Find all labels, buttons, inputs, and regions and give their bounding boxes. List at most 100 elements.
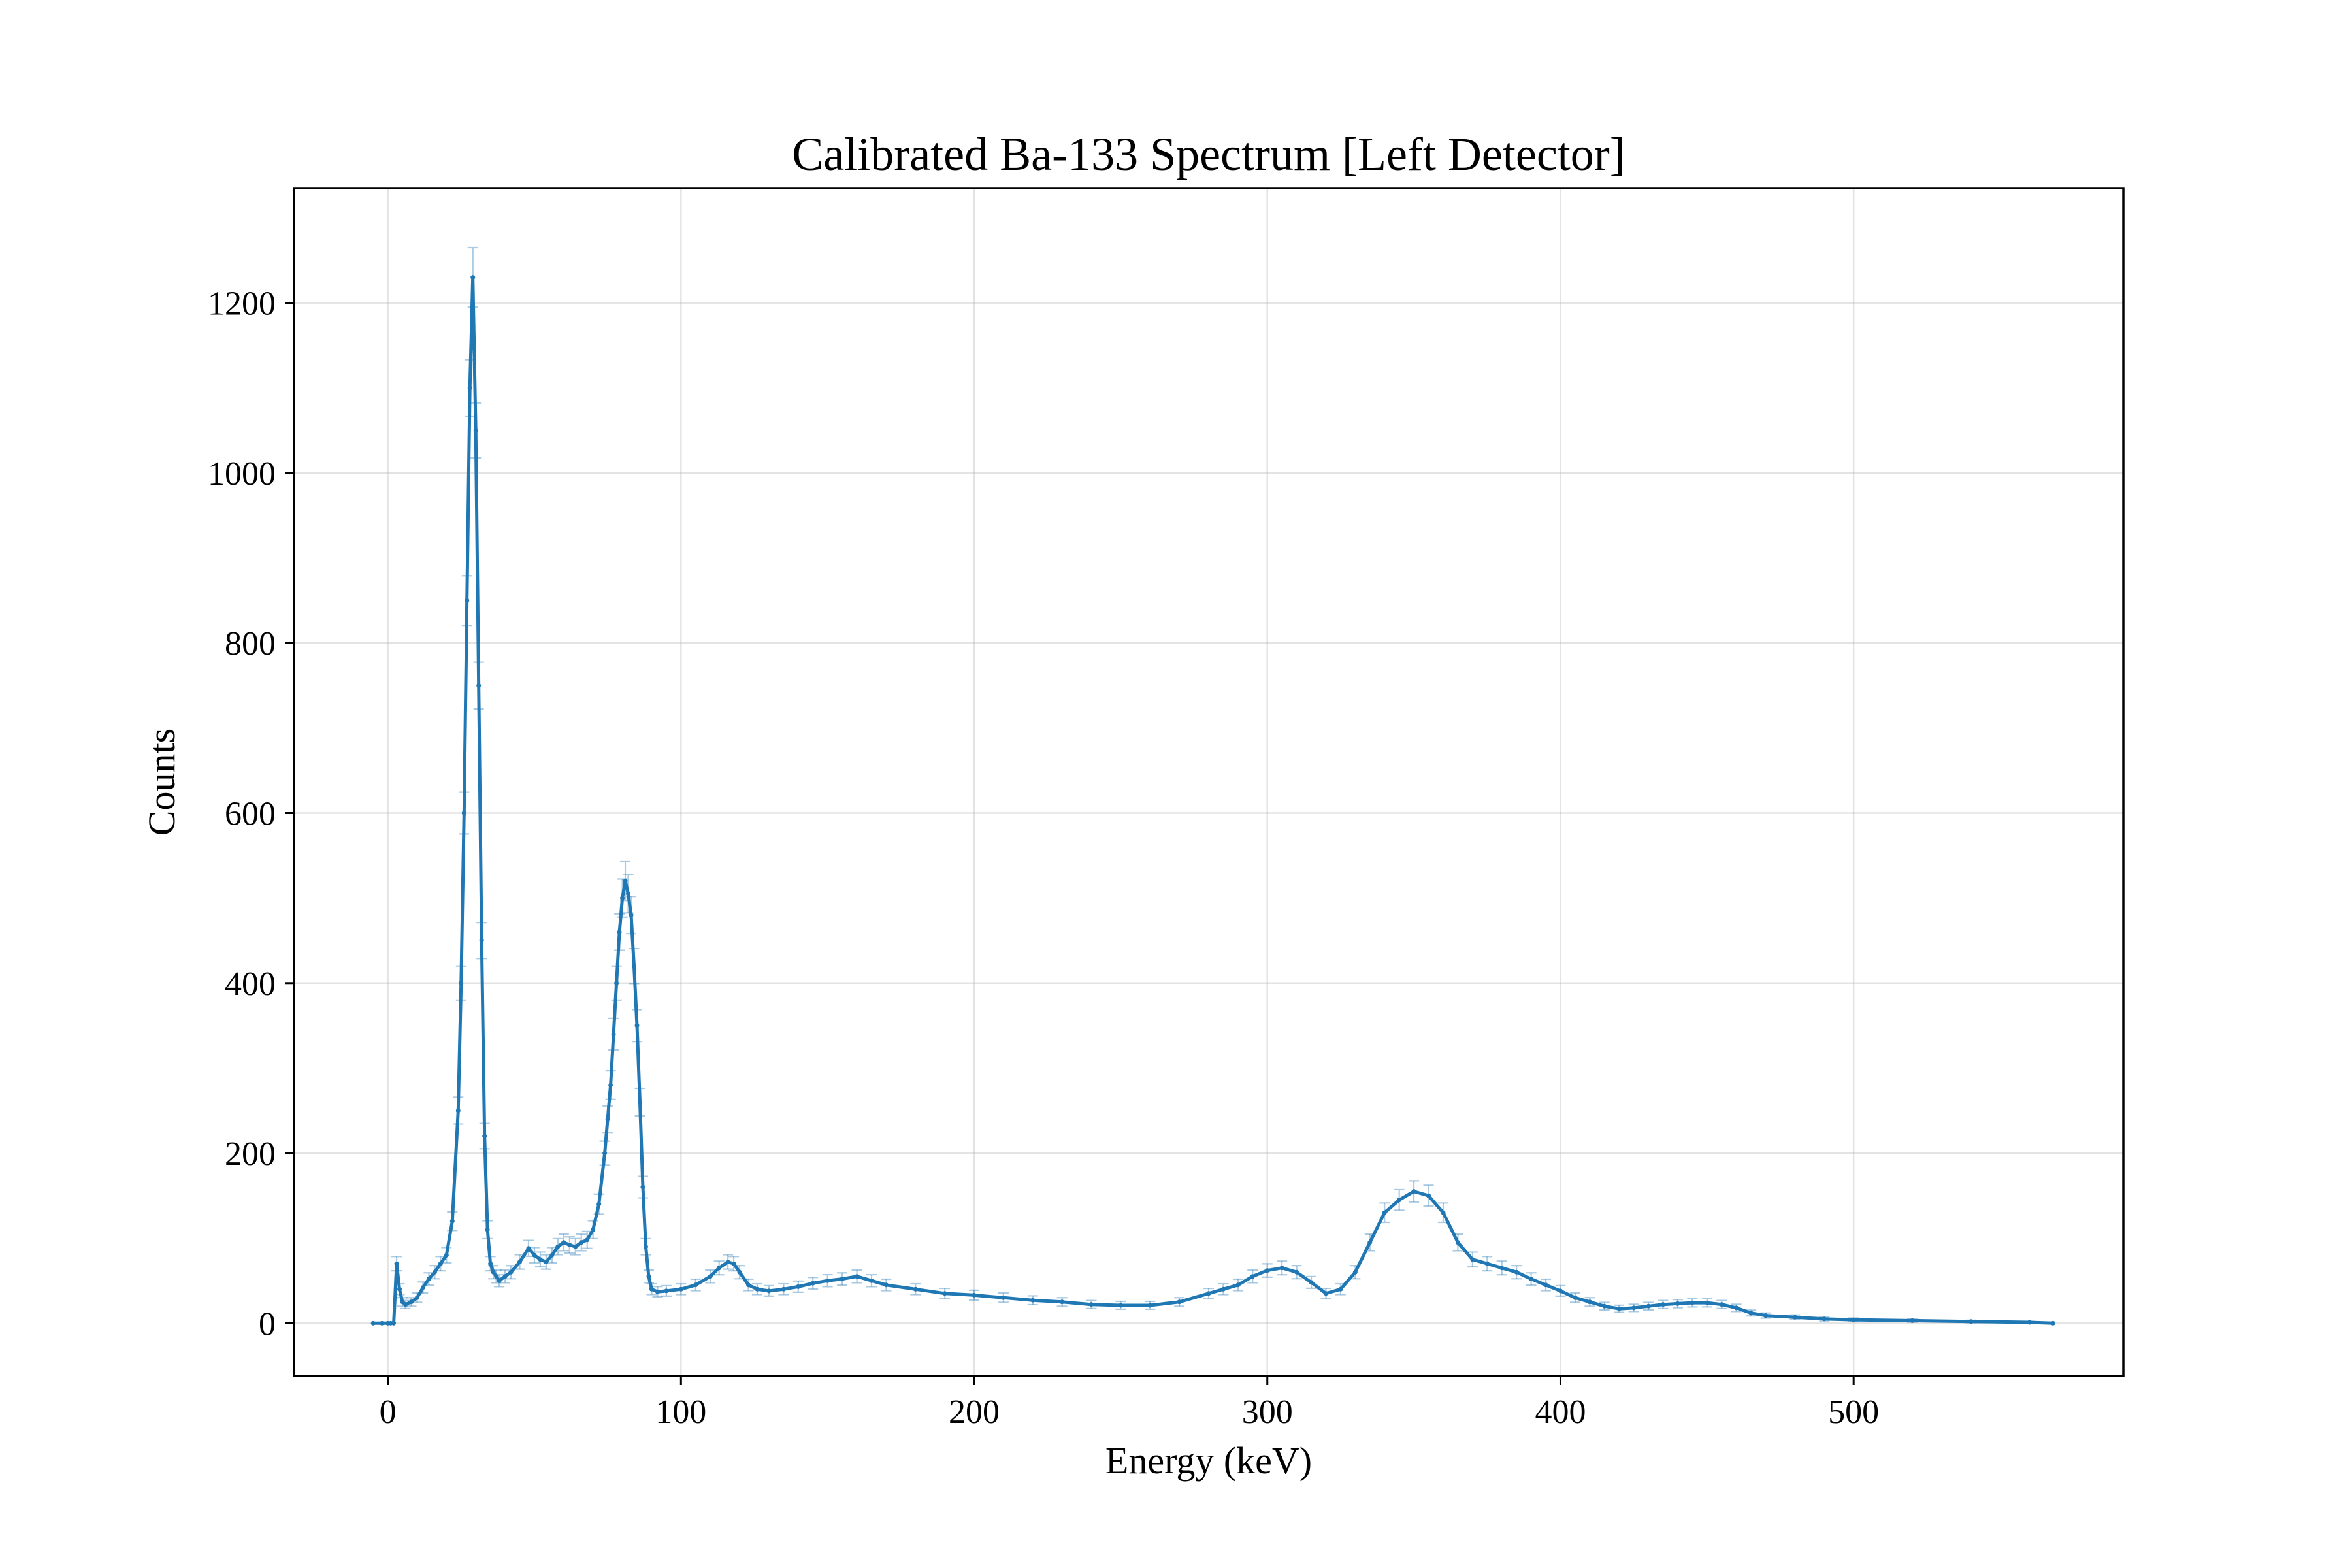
data-point — [1089, 1302, 1094, 1307]
data-point — [470, 275, 476, 280]
data-point — [602, 1151, 608, 1156]
data-point — [2050, 1320, 2055, 1326]
data-point — [1821, 1316, 1827, 1322]
data-point — [649, 1286, 654, 1292]
data-point — [1763, 1313, 1769, 1318]
data-point — [1441, 1210, 1446, 1215]
data-point — [596, 1201, 602, 1207]
data-point — [1602, 1303, 1607, 1309]
data-point — [942, 1291, 947, 1296]
data-point — [494, 1274, 499, 1279]
data-point — [1910, 1318, 1915, 1323]
data-point — [414, 1295, 419, 1300]
data-point — [620, 896, 625, 901]
data-point — [1235, 1282, 1241, 1288]
y-tick-label: 600 — [225, 795, 276, 832]
data-point — [825, 1278, 830, 1283]
x-tick-label: 500 — [1828, 1394, 1879, 1431]
data-point — [1397, 1198, 1402, 1203]
data-point — [1206, 1291, 1211, 1296]
data-point — [473, 428, 478, 433]
data-point — [717, 1266, 722, 1271]
data-point — [508, 1269, 514, 1275]
x-tick-label: 400 — [1535, 1394, 1586, 1431]
data-point — [403, 1302, 408, 1307]
data-point — [426, 1277, 431, 1282]
data-point — [380, 1320, 385, 1326]
data-point — [1748, 1311, 1754, 1316]
data-point — [840, 1277, 845, 1282]
x-axis-label: Energy (keV) — [1105, 1439, 1312, 1482]
data-point — [1587, 1299, 1592, 1305]
data-point — [1060, 1299, 1065, 1305]
data-point — [1118, 1303, 1123, 1308]
data-point — [1147, 1303, 1152, 1308]
data-point — [646, 1274, 651, 1279]
data-point — [549, 1252, 555, 1258]
data-point — [1470, 1257, 1475, 1262]
data-point — [370, 1320, 376, 1326]
data-point — [438, 1261, 443, 1266]
data-point — [1631, 1305, 1637, 1311]
x-tick-label: 100 — [655, 1394, 706, 1431]
data-point — [1690, 1300, 1695, 1305]
data-point — [432, 1269, 437, 1275]
y-tick-label: 200 — [225, 1135, 276, 1173]
data-point — [467, 385, 472, 391]
data-point — [502, 1274, 508, 1279]
data-point — [461, 810, 466, 815]
data-point — [1734, 1305, 1739, 1311]
data-point — [408, 1299, 414, 1305]
data-point — [664, 1288, 669, 1294]
data-point — [1661, 1302, 1666, 1307]
y-axis-label: Counts — [140, 728, 183, 836]
y-tick-label: 800 — [225, 625, 276, 662]
data-point — [725, 1260, 730, 1265]
data-point — [731, 1261, 736, 1266]
data-point — [640, 1184, 645, 1190]
data-point — [1411, 1189, 1416, 1194]
y-tick-label: 1000 — [208, 455, 276, 493]
data-point — [2027, 1320, 2032, 1325]
y-tick-label: 0 — [259, 1305, 276, 1343]
data-point — [1792, 1315, 1797, 1320]
data-point — [591, 1227, 596, 1232]
data-point — [1968, 1319, 1974, 1324]
data-point — [444, 1252, 449, 1258]
data-point — [1250, 1274, 1255, 1279]
data-point — [623, 879, 628, 884]
data-point — [482, 1134, 487, 1139]
data-point — [629, 913, 634, 918]
data-point — [1455, 1240, 1460, 1245]
data-point — [485, 1227, 490, 1232]
data-point — [1030, 1298, 1036, 1303]
data-point — [459, 981, 464, 986]
data-point — [1426, 1193, 1431, 1198]
data-layer — [370, 246, 2055, 1326]
data-point — [455, 1108, 461, 1113]
data-point — [538, 1257, 543, 1262]
plot-frame — [293, 187, 2125, 1377]
data-point — [1484, 1261, 1490, 1266]
data-point — [626, 891, 631, 896]
data-point — [476, 683, 482, 688]
data-point — [1323, 1291, 1328, 1296]
data-point — [655, 1289, 660, 1294]
data-point — [1309, 1280, 1314, 1285]
data-point — [397, 1286, 402, 1292]
data-point — [1499, 1266, 1505, 1271]
data-point — [637, 1100, 642, 1105]
data-point — [1001, 1295, 1006, 1300]
data-point — [1646, 1303, 1651, 1309]
data-point — [1367, 1240, 1373, 1245]
tick-layer: 0 100 200 300 400 500 0 200 400 600 800 1000 1200 — [208, 286, 1879, 1431]
data-point — [611, 1032, 616, 1037]
data-point — [746, 1282, 751, 1288]
data-point — [1705, 1300, 1710, 1305]
y-tick-label: 400 — [225, 966, 276, 1003]
data-point — [1675, 1301, 1680, 1306]
data-points — [370, 275, 2055, 1326]
data-point — [796, 1284, 801, 1289]
data-point — [634, 1023, 640, 1028]
